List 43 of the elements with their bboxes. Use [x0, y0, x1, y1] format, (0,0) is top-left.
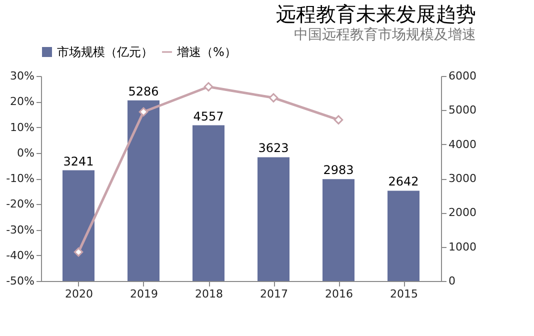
- bar: [62, 170, 94, 281]
- y-tick-label: 5000: [448, 104, 476, 117]
- data-label: 2983: [323, 163, 354, 178]
- point: [204, 82, 214, 92]
- y2-tick-label: -50%: [6, 274, 34, 288]
- y2-tick-label: -10%: [6, 172, 34, 185]
- y2-tick-label: 20%: [10, 95, 34, 108]
- y2-tick-label: -30%: [6, 223, 34, 236]
- point: [268, 93, 278, 102]
- data-label: 3623: [258, 141, 289, 156]
- bar: [258, 157, 290, 281]
- x-tick-label: 2018: [195, 288, 223, 300]
- chart-subtitle: 中国远程教育市场规模及增速: [294, 26, 476, 43]
- legend-label: 市场规模（亿元）: [57, 45, 153, 59]
- x-tick-label: 2016: [325, 288, 353, 300]
- y2-tick-label: 0%: [17, 146, 34, 160]
- point: [334, 115, 344, 124]
- legend-label: 增速（%）: [176, 45, 236, 59]
- y-tick-label: 1000: [448, 240, 476, 254]
- y-tick-label: 6000: [448, 70, 476, 82]
- bar: [192, 125, 224, 281]
- data-label: 3241: [63, 154, 94, 168]
- data-label: 4557: [193, 109, 224, 124]
- y2-tick-label: 10%: [10, 120, 34, 134]
- x-tick-label: 2019: [130, 288, 158, 300]
- bar: [128, 100, 160, 281]
- y-tick-label: 4000: [448, 138, 476, 151]
- x-tick-label: 2017: [260, 288, 288, 300]
- x-tick-label: 2020: [65, 288, 93, 300]
- point: [74, 247, 84, 257]
- y2-tick-label: -40%: [6, 248, 34, 262]
- y-tick-label: 3000: [448, 172, 476, 185]
- point: [138, 107, 148, 116]
- y2-tick-label: 30%: [10, 70, 34, 82]
- bar: [388, 190, 420, 281]
- y2-tick-label: -20%: [6, 198, 34, 211]
- y-tick-label: 0: [448, 274, 456, 288]
- data-label: 2642: [388, 174, 419, 189]
- bar: [322, 179, 354, 281]
- y-tick-label: 2000: [448, 206, 476, 220]
- x-tick-label: 2015: [390, 288, 418, 300]
- data-label: 5286: [128, 84, 159, 98]
- chart-title: 远程教育未来发展趋势: [276, 2, 476, 26]
